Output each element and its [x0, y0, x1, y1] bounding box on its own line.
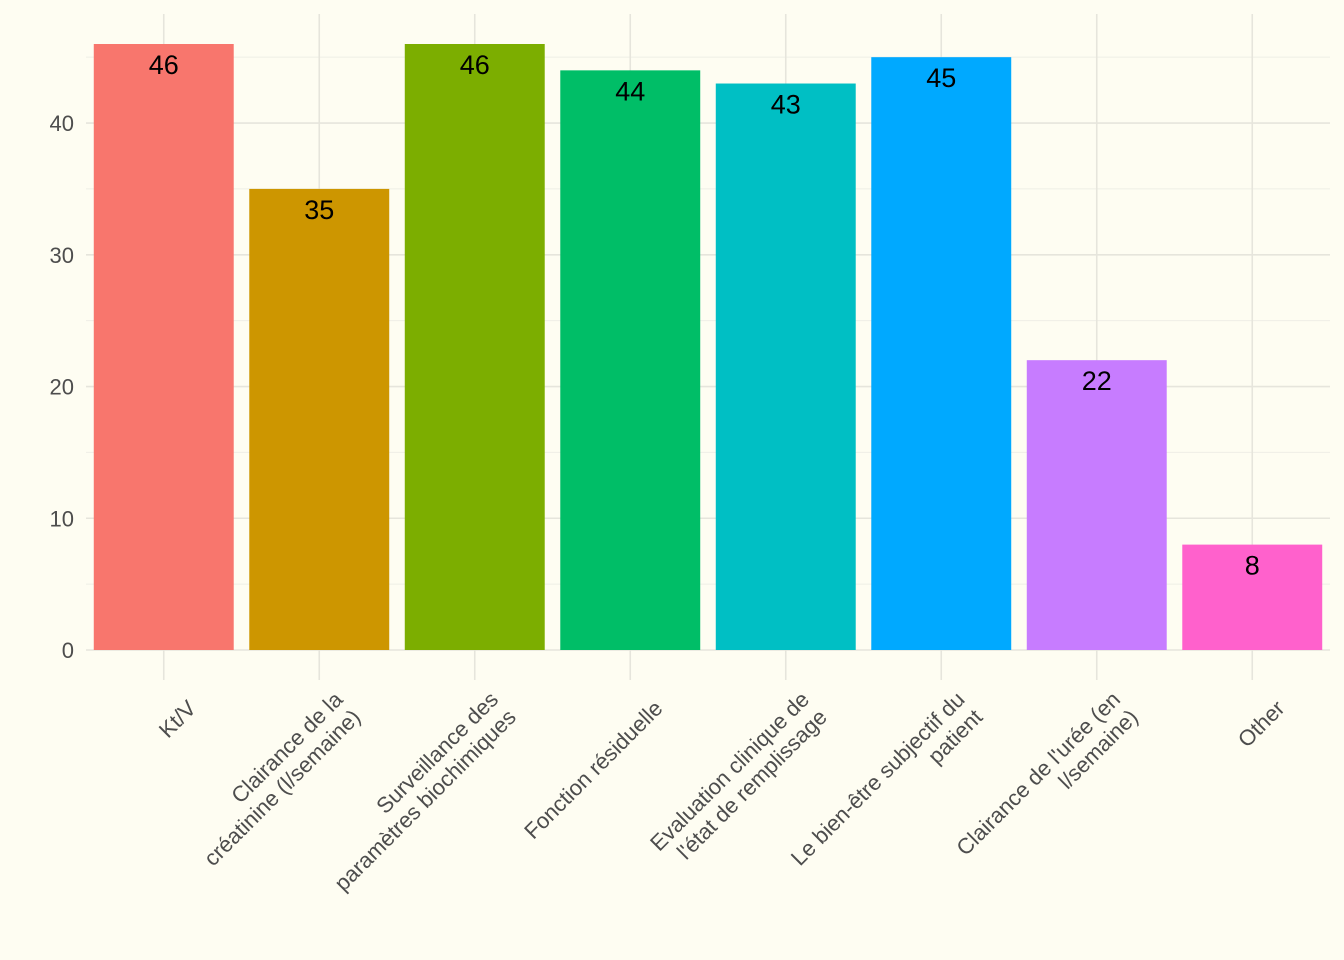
y-tick-label: 10	[50, 506, 74, 531]
bar	[560, 70, 701, 650]
x-tick-label: Fonction résiduelle	[519, 696, 667, 844]
y-tick-label: 20	[50, 375, 74, 400]
x-tick-label: Clairance de lacréatinine (l/semaine)	[181, 686, 366, 871]
x-tick-label: Kt/V	[154, 695, 201, 742]
bar	[93, 44, 234, 650]
x-tick-label: Other	[1233, 696, 1290, 753]
bar	[249, 188, 390, 651]
x-tick-label-text: Fonction résiduelle	[519, 696, 667, 844]
bar-value-label: 8	[1245, 551, 1260, 581]
bar	[404, 44, 545, 650]
bar-value-labels: 46 35 46 44 43 45 22 8	[149, 50, 1260, 581]
x-tick-label-text: Clairance de lacréatinine (l/semaine)	[181, 686, 366, 871]
y-tick-label: 30	[50, 243, 74, 268]
x-tick-label-line: créatinine (l/semaine)	[199, 704, 365, 870]
bar-value-label: 44	[615, 76, 645, 106]
x-tick-label-text: Other	[1233, 696, 1290, 753]
bar	[715, 83, 856, 651]
y-tick-label: 40	[50, 111, 74, 136]
bar-value-label: 35	[304, 195, 334, 225]
x-tick-label-line: Kt/V	[154, 695, 201, 742]
bar	[871, 57, 1012, 651]
x-tick-label-line: Other	[1233, 696, 1290, 753]
x-tick-label-line: Fonction résiduelle	[519, 696, 667, 844]
bar-value-label: 22	[1082, 366, 1112, 396]
bars	[93, 44, 1323, 651]
bar-value-label: 46	[460, 50, 490, 80]
y-tick-label: 0	[62, 638, 74, 663]
bar-value-label: 46	[149, 50, 179, 80]
bar	[1026, 360, 1167, 650]
bar	[1182, 544, 1323, 650]
x-axis-ticks: Kt/V Clairance de lacréatinine (l/semaine…	[154, 686, 1290, 896]
bar-value-label: 45	[926, 63, 956, 93]
x-tick-label-line: paramètres biochimiques	[329, 704, 520, 895]
x-tick-label-line: Evaluation clinique de	[645, 687, 814, 856]
bar-value-label: 43	[771, 90, 801, 120]
y-axis-ticks: 0 10 20 30 40	[50, 111, 74, 663]
x-tick-label-text: Kt/V	[154, 695, 201, 742]
